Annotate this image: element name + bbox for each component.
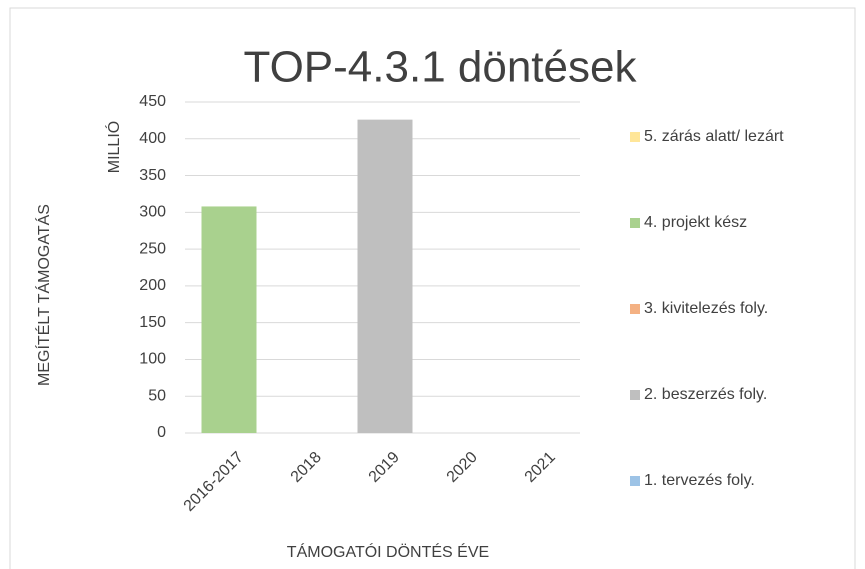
bar	[357, 119, 413, 434]
legend-swatch	[630, 476, 640, 486]
y-axis-title: MEGÍTÉLT TÁMOGATÁS	[34, 204, 53, 386]
y-tick-label: 0	[157, 424, 166, 441]
bar	[201, 206, 257, 433]
y-axis-unit: MILLIÓ	[104, 121, 123, 173]
y-tick-label: 400	[139, 130, 166, 147]
y-tick-label: 200	[139, 277, 166, 294]
legend-label: 5. zárás alatt/ lezárt	[644, 128, 784, 145]
legend-swatch	[630, 218, 640, 228]
legend-label: 4. projekt kész	[644, 214, 747, 231]
x-axis-title: TÁMOGATÓI DÖNTÉS ÉVE	[287, 542, 489, 561]
y-tick-label: 350	[139, 167, 166, 184]
legend-label: 1. tervezés foly.	[644, 472, 755, 489]
legend-label: 2. beszerzés foly.	[644, 386, 767, 403]
y-tick-label: 450	[139, 93, 166, 110]
y-tick-label: 250	[139, 240, 166, 257]
legend-swatch	[630, 390, 640, 400]
chart-title: TOP-4.3.1 döntések	[244, 43, 638, 92]
legend-swatch	[630, 132, 640, 142]
y-tick-label: 150	[139, 314, 166, 331]
legend-swatch	[630, 304, 640, 314]
legend-label: 3. kivitelezés foly.	[644, 300, 768, 317]
y-tick-label: 300	[139, 204, 166, 221]
y-tick-label: 50	[148, 387, 166, 404]
y-tick-label: 100	[139, 351, 166, 368]
